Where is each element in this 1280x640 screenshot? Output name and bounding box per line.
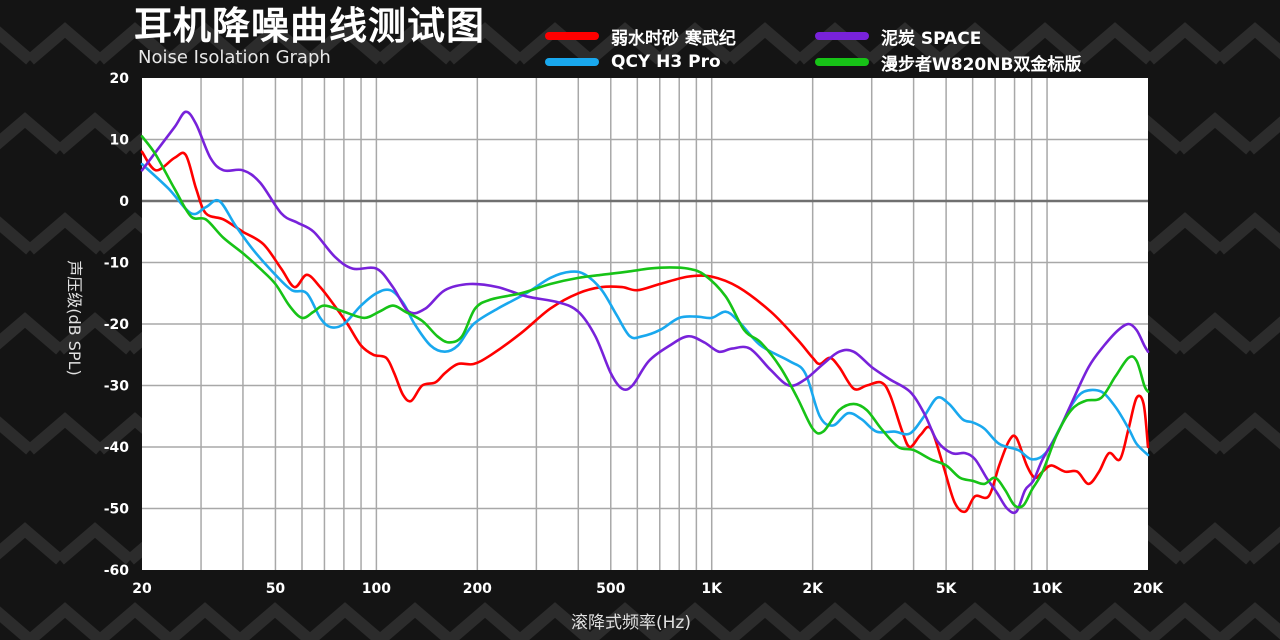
legend-swatch-icon (545, 32, 599, 40)
y-tick-label: 0 (119, 194, 129, 210)
series-line-3 (140, 135, 1150, 509)
y-tick-label: -50 (104, 502, 130, 518)
y-tick-label: -60 (104, 563, 130, 579)
legend-item-edifier: 漫步者W820NB双金标版 (815, 50, 1082, 75)
x-tick-label: 20K (1133, 581, 1164, 597)
x-tick-label: 50 (266, 581, 286, 597)
legend-label: 漫步者W820NB双金标版 (881, 54, 1082, 75)
x-tick-label: 1K (701, 581, 723, 597)
legend-label: 弱水时砂 寒武纪 (611, 28, 736, 49)
x-tick-label: 5K (936, 581, 958, 597)
x-tick-label: 10K (1032, 581, 1063, 597)
legend-swatch-icon (545, 58, 599, 66)
x-tick-label: 2K (802, 581, 824, 597)
series-line-2 (140, 110, 1150, 515)
x-tick-label: 100 (362, 581, 391, 597)
x-tick-label: 200 (463, 581, 492, 597)
legend-item-nitan: 泥炭 SPACE (815, 24, 982, 49)
legend-swatch-icon (815, 32, 869, 40)
y-grid (142, 138, 1148, 510)
chart-subtitle: Noise Isolation Graph (138, 47, 331, 68)
y-axis-label: 声压级(dB SPL) (65, 260, 84, 376)
series-line-1 (140, 162, 1150, 461)
y-tick-label: -30 (104, 379, 130, 395)
y-tick-label: -40 (104, 440, 130, 456)
chart-title: 耳机降噪曲线测试图 (134, 4, 486, 48)
y-tick-label: 10 (110, 133, 130, 149)
legend-label: QCY H3 Pro (611, 52, 721, 72)
y-tick-label: -20 (104, 317, 130, 333)
legend-label: 泥炭 SPACE (881, 28, 982, 49)
y-tick-label: -10 (104, 256, 130, 272)
legend-item-ruoshui: 弱水时砂 寒武纪 (545, 24, 736, 49)
x-tick-label: 20 (132, 581, 152, 597)
x-axis-label: 滚降式频率(Hz) (571, 613, 691, 633)
y-tick-label: 20 (110, 71, 130, 87)
x-tick-label: 500 (596, 581, 625, 597)
legend-swatch-icon (815, 58, 869, 66)
legend-item-qcy: QCY H3 Pro (545, 50, 721, 74)
